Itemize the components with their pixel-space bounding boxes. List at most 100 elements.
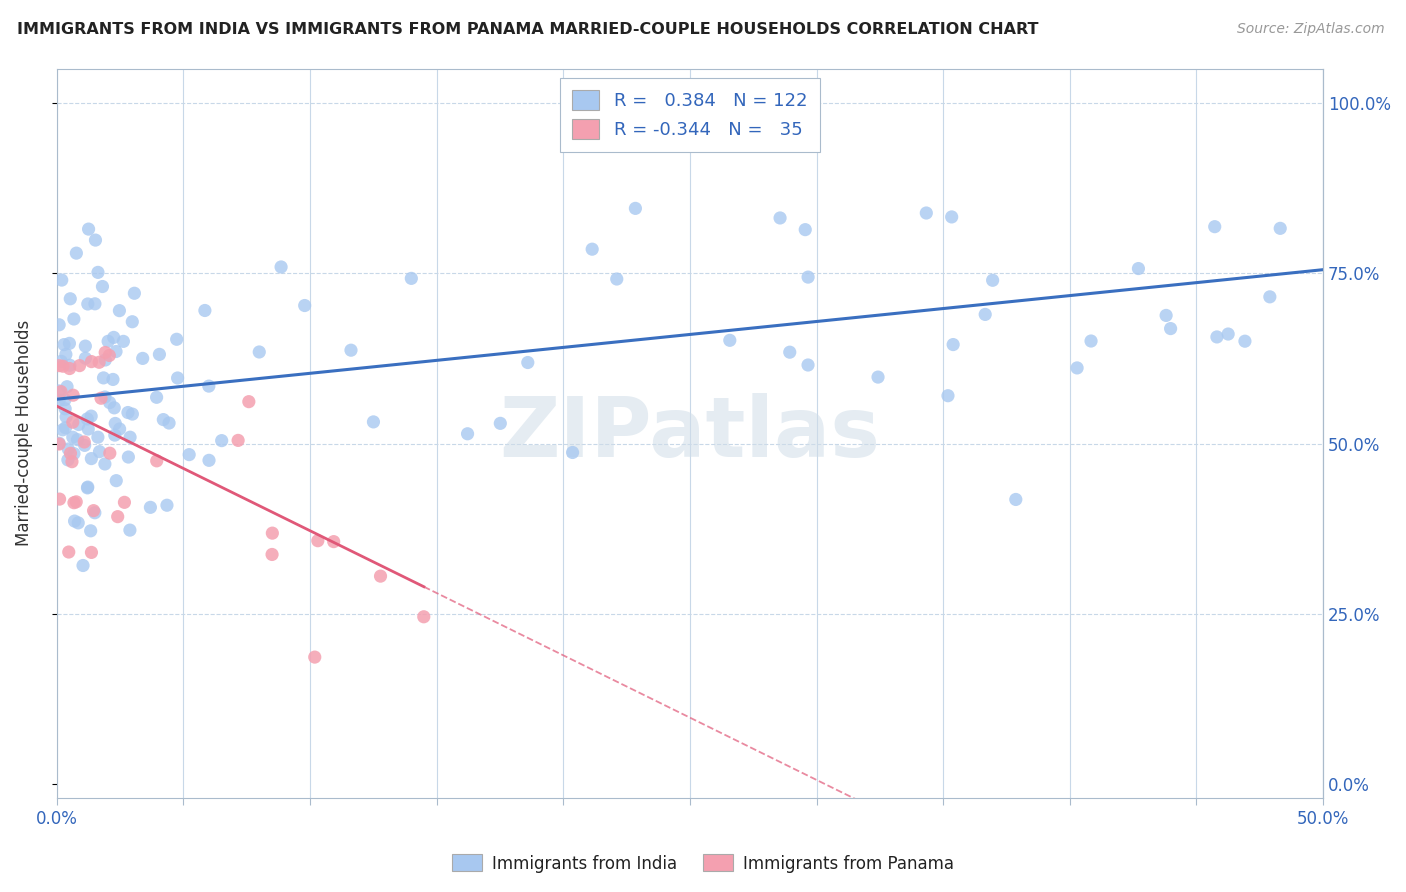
- Text: ZIPatlas: ZIPatlas: [499, 392, 880, 474]
- Point: [94, 390, 117, 404]
- Point: [131, 351, 153, 366]
- Point: [262, 526, 284, 541]
- Point: [124, 286, 146, 301]
- Point: [73, 438, 96, 452]
- Point: [59, 292, 82, 306]
- Point: [112, 334, 135, 349]
- Text: IMMIGRANTS FROM INDIA VS IMMIGRANTS FROM PANAMA MARRIED-COUPLE HOUSEHOLDS CORREL: IMMIGRANTS FROM INDIA VS IMMIGRANTS FROM…: [17, 22, 1039, 37]
- Point: [179, 448, 201, 462]
- Point: [148, 347, 170, 361]
- Point: [105, 344, 128, 359]
- Point: [941, 210, 963, 224]
- Point: [62, 388, 84, 402]
- Point: [98, 446, 121, 460]
- Point: [117, 405, 139, 419]
- Point: [238, 394, 260, 409]
- Point: [457, 426, 479, 441]
- Point: [77, 222, 100, 236]
- Point: [69, 359, 91, 373]
- Point: [247, 345, 270, 359]
- Point: [76, 481, 98, 495]
- Point: [87, 265, 110, 279]
- Point: [104, 417, 127, 431]
- Point: [87, 430, 110, 444]
- Point: [211, 434, 233, 448]
- Point: [1154, 309, 1177, 323]
- Point: [83, 503, 105, 517]
- Point: [1080, 334, 1102, 348]
- Point: [120, 430, 142, 444]
- Point: [59, 358, 82, 372]
- Point: [66, 433, 89, 447]
- Point: [48, 384, 70, 398]
- Point: [1004, 492, 1026, 507]
- Point: [48, 492, 70, 507]
- Point: [101, 372, 124, 386]
- Point: [63, 514, 86, 528]
- Point: [90, 391, 112, 405]
- Point: [797, 358, 820, 372]
- Point: [98, 395, 121, 409]
- Point: [198, 379, 221, 393]
- Point: [103, 401, 125, 415]
- Point: [62, 430, 84, 444]
- Point: [75, 339, 97, 353]
- Point: [489, 417, 512, 431]
- Point: [145, 454, 167, 468]
- Legend: R =   0.384   N = 122, R = -0.344   N =   35: R = 0.384 N = 122, R = -0.344 N = 35: [560, 78, 820, 152]
- Point: [307, 533, 329, 548]
- Point: [63, 312, 86, 326]
- Point: [48, 436, 70, 450]
- Point: [794, 222, 817, 236]
- Point: [48, 359, 70, 373]
- Point: [779, 345, 801, 359]
- Point: [76, 480, 98, 494]
- Point: [139, 500, 162, 515]
- Point: [63, 447, 86, 461]
- Point: [974, 307, 997, 321]
- Point: [340, 343, 363, 358]
- Y-axis label: Married-couple Households: Married-couple Households: [15, 320, 32, 547]
- Point: [56, 380, 79, 394]
- Point: [363, 415, 385, 429]
- Point: [94, 353, 117, 368]
- Point: [981, 273, 1004, 287]
- Point: [1160, 321, 1182, 335]
- Point: [59, 446, 82, 460]
- Point: [118, 523, 141, 537]
- Point: [65, 246, 87, 260]
- Point: [77, 422, 100, 436]
- Point: [606, 272, 628, 286]
- Point: [103, 330, 125, 344]
- Point: [52, 359, 75, 374]
- Point: [1258, 290, 1281, 304]
- Point: [152, 412, 174, 426]
- Point: [304, 650, 326, 665]
- Point: [121, 407, 143, 421]
- Point: [56, 453, 79, 467]
- Point: [80, 451, 103, 466]
- Point: [53, 401, 76, 416]
- Point: [624, 202, 647, 216]
- Point: [108, 303, 131, 318]
- Point: [121, 315, 143, 329]
- Point: [83, 506, 105, 520]
- Point: [156, 498, 179, 512]
- Point: [104, 428, 127, 442]
- Point: [60, 455, 83, 469]
- Point: [80, 354, 103, 368]
- Point: [53, 392, 76, 407]
- Point: [52, 423, 75, 437]
- Point: [55, 409, 77, 424]
- Point: [67, 516, 90, 530]
- Point: [942, 337, 965, 351]
- Point: [48, 318, 70, 332]
- Point: [226, 434, 249, 448]
- Point: [80, 545, 103, 559]
- Point: [370, 569, 392, 583]
- Point: [72, 558, 94, 573]
- Point: [84, 233, 107, 247]
- Point: [1206, 330, 1229, 344]
- Point: [401, 271, 423, 285]
- Point: [718, 334, 741, 348]
